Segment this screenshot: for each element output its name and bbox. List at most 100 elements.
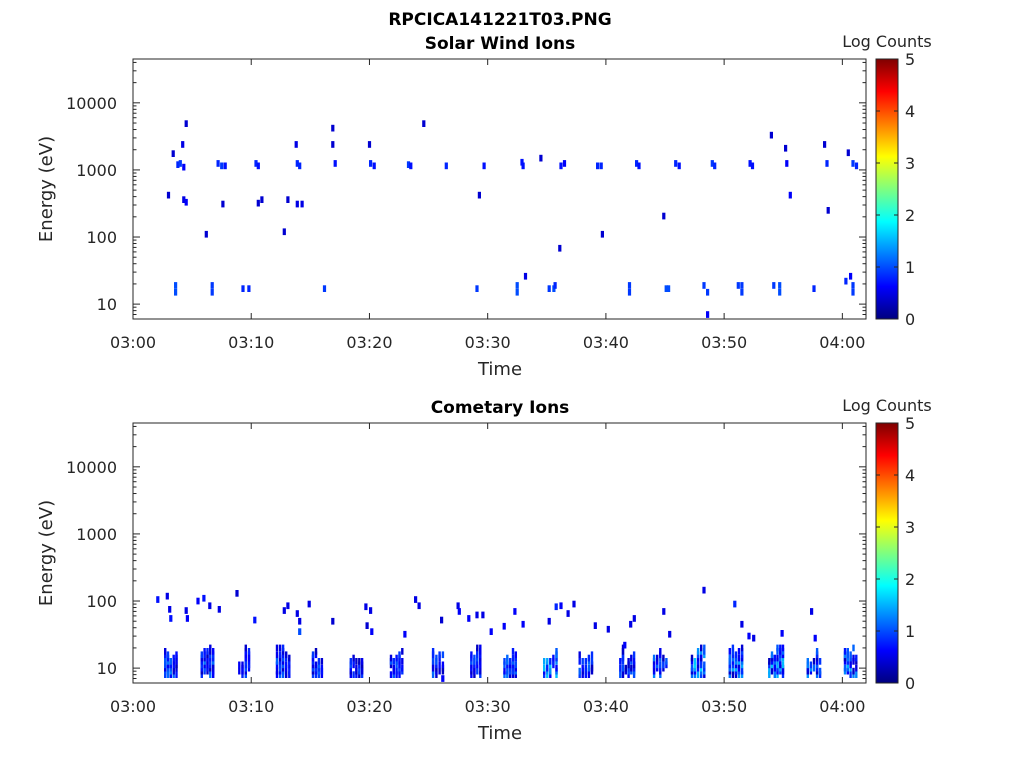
x-axis-label: Time [477, 359, 522, 380]
heatmap-cell [770, 667, 774, 675]
heatmap-cell [731, 644, 735, 652]
heatmap-cell [543, 664, 546, 672]
heatmap-cell [659, 651, 662, 659]
heatmap-cell [473, 661, 476, 669]
heatmap-cell [256, 162, 260, 170]
heatmap-cell [662, 654, 665, 662]
heatmap-cell [818, 667, 822, 675]
heatmap-cell [693, 661, 697, 669]
heatmap-cell [779, 661, 782, 669]
heatmap-cell [253, 616, 257, 624]
x-tick-label: 03:20 [346, 697, 392, 716]
heatmap-cell [700, 651, 703, 659]
heatmap-cell [438, 661, 441, 669]
heatmap-cell [555, 664, 558, 672]
heatmap-cell [209, 644, 212, 652]
heatmap-cell [843, 648, 847, 655]
heatmap-cell [731, 651, 735, 659]
colorbar [875, 58, 899, 320]
heatmap-cell [748, 160, 752, 167]
heatmap-cell [438, 667, 441, 675]
x-tick-label: 03:00 [110, 697, 156, 716]
heatmap-cell [606, 625, 610, 633]
y-tick-label: 1000 [76, 161, 117, 180]
heatmap-cell [555, 648, 558, 655]
heatmap-cell [441, 651, 445, 659]
heatmap-cell [737, 671, 741, 678]
heatmap-cell [217, 606, 221, 613]
heatmap-cell [737, 654, 741, 662]
heatmap-cell [555, 671, 558, 678]
heatmap-cell [164, 671, 167, 678]
heatmap-cell [690, 671, 694, 678]
heatmap-cell [779, 648, 782, 655]
heatmap-cell [849, 651, 852, 659]
heatmap-cell [479, 671, 482, 678]
heatmap-cell [852, 644, 855, 652]
heatmap-cell [621, 648, 625, 655]
heatmap-cell [506, 667, 509, 675]
heatmap-cell [523, 272, 528, 280]
heatmap-cell [389, 654, 393, 662]
heatmap-cell [728, 654, 731, 662]
x-tick-label: 03:30 [465, 333, 511, 352]
heatmap-cell [703, 648, 706, 655]
heatmap-cell [700, 671, 703, 678]
heatmap-cell [370, 628, 374, 635]
heatmap-cell [652, 661, 656, 669]
heatmap-cell [843, 664, 847, 672]
heatmap-cell [241, 661, 244, 669]
heatmap-cell [358, 667, 361, 675]
heatmap-cell [431, 651, 435, 659]
heatmap-cells [156, 586, 858, 682]
heatmap-cell [520, 158, 524, 166]
heatmap-cell [174, 288, 178, 296]
heatmap-cell [740, 661, 744, 669]
heatmap-cell [632, 671, 636, 678]
heatmap-cell [552, 654, 555, 662]
x-tick-label: 03:50 [701, 333, 747, 352]
heatmap-cell [431, 661, 435, 669]
colorbar-tick-label: 4 [905, 102, 915, 121]
heatmap-cell [331, 124, 335, 132]
heatmap-cell [815, 661, 819, 669]
heatmap-cell [401, 664, 404, 672]
heatmap-cell [619, 664, 622, 672]
heatmap-cell [539, 154, 543, 162]
heatmap-cell [555, 651, 558, 659]
heatmap-cell [547, 617, 551, 625]
heatmap-cell [503, 667, 506, 675]
x-tick-label: 03:50 [701, 697, 747, 716]
heatmap-cell [241, 285, 245, 292]
heatmap-cell [740, 288, 744, 296]
heatmap-cell [728, 648, 731, 655]
panel-solar-wind: Solar Wind Ions 03:00 03:10 03:20 03:30 03:4… [36, 32, 932, 380]
heatmap-cell [776, 671, 779, 678]
heatmap-cell [779, 651, 782, 659]
heatmap-cell [521, 162, 525, 170]
heatmap-cell [209, 671, 212, 678]
plot-area [132, 422, 867, 684]
heatmap-cell [244, 661, 247, 669]
heatmap-cell [311, 661, 315, 669]
heatmap-cell [511, 648, 515, 655]
heatmap-cell [298, 617, 302, 625]
heatmap-cell [665, 658, 668, 665]
heatmap-cell [514, 661, 517, 669]
heatmap-cell [281, 661, 285, 669]
heatmap-cell [844, 277, 848, 285]
y-axis-label: Energy (eV) [36, 500, 57, 606]
heatmap-cell [476, 651, 479, 659]
heatmap-cell [369, 607, 373, 614]
heatmap-cell [184, 120, 188, 127]
heatmap-cell [216, 160, 220, 167]
heatmap-cell [747, 632, 751, 640]
heatmap-cell [311, 651, 315, 659]
y-tick-label: 1000 [76, 525, 117, 544]
heatmap-cell [286, 602, 290, 610]
heatmap-cell [851, 288, 855, 296]
heatmap-cell [750, 162, 755, 170]
heatmap-cell [770, 651, 774, 659]
heatmap-cell [785, 160, 789, 167]
heatmap-cell [311, 671, 315, 678]
